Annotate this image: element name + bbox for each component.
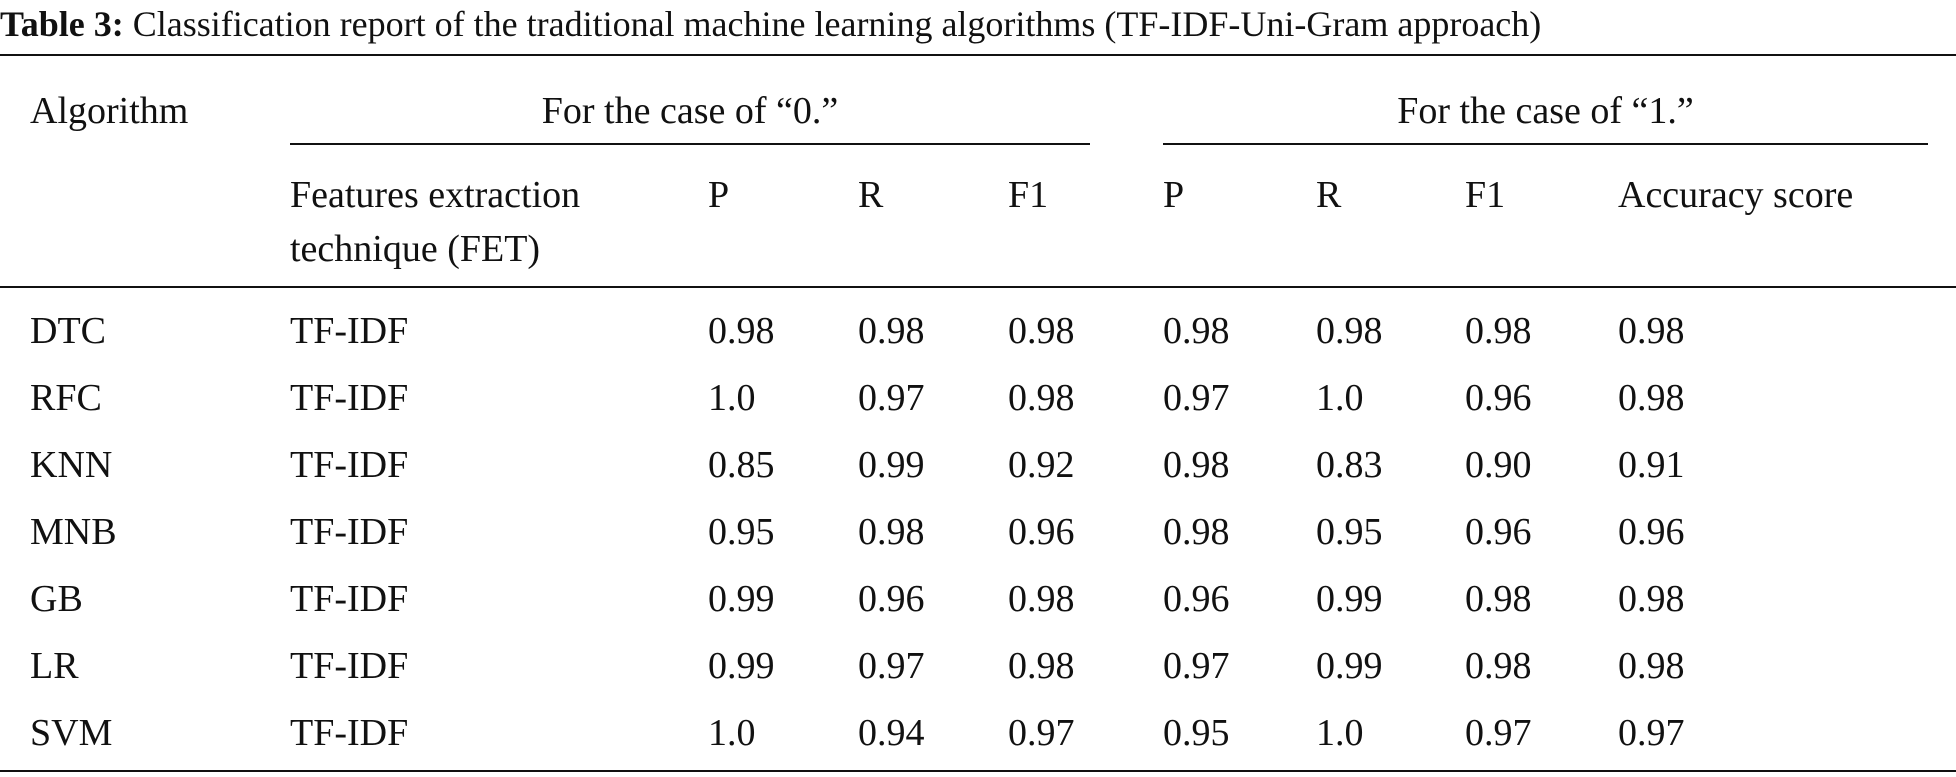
cell-algorithm: GB [30,578,83,620]
cell-f11: 0.96 [1465,377,1532,419]
cell-r1: 1.0 [1316,712,1364,754]
cell-r1: 1.0 [1316,377,1364,419]
header-p1: P [1163,174,1185,216]
cell-f10: 0.97 [1008,712,1075,754]
cell-p1: 0.97 [1163,377,1230,419]
cell-f11: 0.96 [1465,511,1532,553]
cell-r1: 0.83 [1316,444,1383,486]
cell-f11: 0.98 [1465,578,1532,620]
cell-fet: TF-IDF [290,645,409,687]
cell-f11: 0.90 [1465,444,1532,486]
caption-label: Table 3: [0,4,124,44]
cell-r1: 0.99 [1316,645,1383,687]
cell-algorithm: DTC [30,310,106,352]
cell-r0: 0.96 [858,578,925,620]
bottom-rule [0,770,1956,772]
cell-r1: 0.98 [1316,310,1383,352]
cell-f10: 0.98 [1008,645,1075,687]
cell-fet: TF-IDF [290,712,409,754]
cell-f10: 0.96 [1008,511,1075,553]
header-group1: For the case of “1.” [1397,90,1694,132]
cell-accuracy: 0.97 [1618,712,1685,754]
cell-accuracy: 0.98 [1618,578,1685,620]
cell-p1: 0.96 [1163,578,1230,620]
cell-p0: 0.99 [708,645,775,687]
cell-f10: 0.98 [1008,578,1075,620]
cell-f10: 0.98 [1008,310,1075,352]
cell-p1: 0.98 [1163,310,1230,352]
cell-p0: 0.98 [708,310,775,352]
cell-algorithm: MNB [30,511,117,553]
cell-algorithm: SVM [30,712,113,754]
cell-r0: 0.97 [858,645,925,687]
cell-algorithm: KNN [30,444,113,486]
cell-algorithm: LR [30,645,79,687]
cell-accuracy: 0.98 [1618,310,1685,352]
table-caption: Table 3: Classification report of the tr… [0,2,1541,46]
cell-p1: 0.98 [1163,444,1230,486]
cell-p0: 0.95 [708,511,775,553]
cell-p0: 0.99 [708,578,775,620]
cell-fet: TF-IDF [290,444,409,486]
header-group0: For the case of “0.” [541,90,839,132]
group1-rule [1163,143,1928,145]
header-accuracy: Accuracy score [1618,174,1854,216]
cell-accuracy: 0.96 [1618,511,1685,553]
cell-f11: 0.98 [1465,645,1532,687]
cell-r0: 0.99 [858,444,925,486]
cell-algorithm: RFC [30,377,102,419]
caption-text: Classification report of the traditional… [132,4,1542,44]
cell-p1: 0.98 [1163,511,1230,553]
cell-accuracy: 0.91 [1618,444,1685,486]
cell-f10: 0.92 [1008,444,1075,486]
header-f11: F1 [1465,174,1506,216]
cell-f11: 0.97 [1465,712,1532,754]
cell-fet: TF-IDF [290,377,409,419]
cell-fet: TF-IDF [290,310,409,352]
cell-f11: 0.98 [1465,310,1532,352]
cell-r1: 0.95 [1316,511,1383,553]
cell-f10: 0.98 [1008,377,1075,419]
cell-r0: 0.98 [858,511,925,553]
cell-fet: TF-IDF [290,578,409,620]
cell-p0: 1.0 [708,712,756,754]
group0-rule [290,143,1090,145]
cell-accuracy: 0.98 [1618,377,1685,419]
header-algorithm: Algorithm [30,90,189,132]
cell-fet: TF-IDF [290,511,409,553]
header-r0: R [858,174,884,216]
header-r1: R [1316,174,1342,216]
cell-r0: 0.97 [858,377,925,419]
header-f10: F1 [1008,174,1049,216]
cell-r1: 0.99 [1316,578,1383,620]
cell-r0: 0.98 [858,310,925,352]
cell-p1: 0.97 [1163,645,1230,687]
cell-p1: 0.95 [1163,712,1230,754]
header-fet-line1: Features extraction [290,174,581,216]
header-p0: P [708,174,730,216]
header-rule [0,286,1956,288]
cell-accuracy: 0.98 [1618,645,1685,687]
cell-p0: 0.85 [708,444,775,486]
cell-r0: 0.94 [858,712,925,754]
header-fet-line2: technique (FET) [290,228,541,270]
cell-p0: 1.0 [708,377,756,419]
top-rule [0,54,1956,56]
